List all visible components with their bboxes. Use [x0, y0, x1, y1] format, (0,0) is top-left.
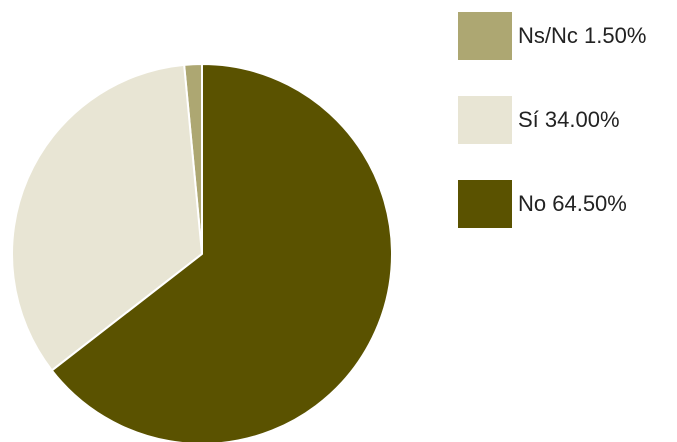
legend-label-ns-nc: Ns/Nc 1.50% — [518, 23, 647, 48]
pie-slice-s — [11, 63, 203, 372]
pie-slice-no — [50, 63, 393, 442]
legend-item-si: Sí 34.00% — [458, 92, 668, 148]
legend-item-ns-nc: Ns/Nc 1.50% — [458, 8, 668, 64]
legend-label-no: No 64.50% — [518, 191, 627, 216]
legend-swatch-si — [458, 96, 512, 144]
legend-item-no: No 64.50% — [458, 176, 668, 232]
legend: Ns/Nc 1.50% Sí 34.00% No 64.50% — [458, 8, 668, 232]
legend-swatch-ns-nc — [458, 12, 512, 60]
legend-swatch-no — [458, 180, 512, 228]
legend-label-si: Sí 34.00% — [518, 107, 620, 132]
